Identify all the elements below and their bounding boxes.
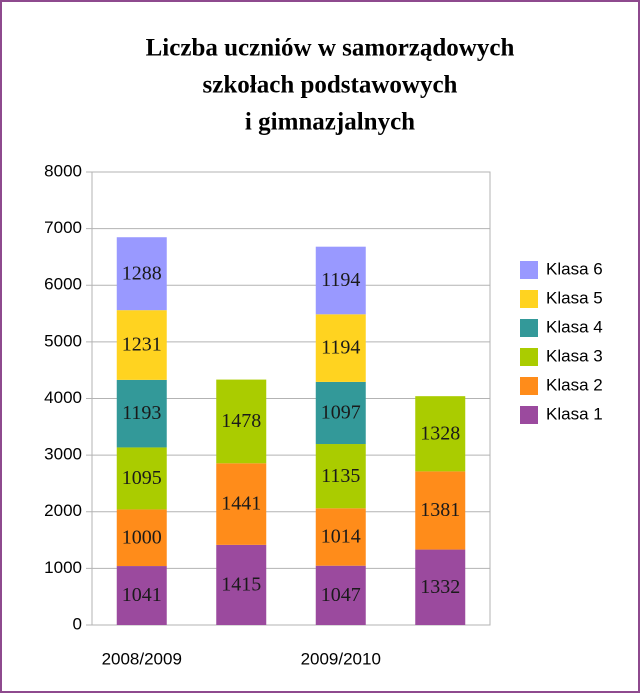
chart-title: i gimnazjalnych	[245, 109, 415, 136]
y-tick-label: 2000	[44, 501, 82, 520]
bar-segment	[216, 463, 267, 545]
legend-swatch	[520, 319, 538, 337]
value-label: 1014	[321, 526, 361, 548]
y-tick-label: 8000	[44, 161, 82, 180]
y-tick-label: 1000	[44, 558, 82, 577]
bar-segment	[415, 471, 466, 550]
value-label: 1095	[122, 467, 162, 489]
value-label: 1047	[321, 584, 361, 606]
bar-segment	[116, 566, 167, 625]
legend-swatch	[520, 348, 538, 366]
value-label: 1194	[321, 337, 360, 359]
value-label: 1288	[122, 262, 162, 284]
value-label: 1097	[321, 402, 361, 424]
y-tick-label: 5000	[44, 331, 82, 350]
value-label: 1441	[221, 493, 261, 515]
bar-segment	[216, 544, 267, 625]
legend-swatch	[520, 290, 538, 308]
value-label: 1041	[122, 584, 162, 606]
y-tick-label: 3000	[44, 445, 82, 464]
legend-label: Klasa 3	[546, 346, 603, 365]
bar-segment	[315, 508, 366, 566]
bar-segment	[216, 379, 267, 464]
chart-title: szkołach podstawowych	[203, 72, 458, 99]
value-label: 1000	[122, 526, 162, 548]
value-label: 1415	[221, 574, 261, 596]
value-label: 1328	[420, 422, 460, 444]
legend-swatch	[520, 377, 538, 395]
chart-title: Liczba uczniów w samorządowych	[146, 35, 515, 62]
value-label: 1381	[420, 499, 460, 521]
x-tick-label: 2009/2010	[301, 649, 381, 668]
bar-segment	[415, 396, 466, 472]
bar-segment	[315, 444, 366, 509]
legend-label: Klasa 5	[546, 288, 603, 307]
legend-label: Klasa 2	[546, 375, 603, 394]
bar-segment	[415, 549, 466, 625]
y-tick-label: 6000	[44, 275, 82, 294]
bar-segment	[116, 237, 167, 311]
value-label: 1135	[321, 465, 360, 487]
value-label: 1194	[321, 269, 360, 291]
value-label: 1332	[420, 576, 460, 598]
legend-swatch	[520, 406, 538, 424]
bar-segment	[315, 246, 366, 315]
bar-segment	[116, 509, 167, 567]
x-tick-label: 2008/2009	[102, 649, 182, 668]
legend-label: Klasa 4	[546, 317, 603, 336]
bar-segment	[116, 447, 167, 510]
value-label: 1193	[122, 402, 161, 424]
bar-segment	[116, 310, 167, 380]
bar-segment	[315, 565, 366, 625]
value-label: 1231	[122, 334, 162, 356]
legend-label: Klasa 1	[546, 404, 603, 423]
legend-label: Klasa 6	[546, 259, 603, 278]
value-label: 1478	[221, 410, 261, 432]
bar-segment	[315, 314, 366, 382]
bar-segment	[315, 381, 366, 445]
y-tick-label: 0	[73, 614, 82, 633]
y-tick-label: 4000	[44, 388, 82, 407]
y-tick-label: 7000	[44, 218, 82, 237]
legend-swatch	[520, 261, 538, 279]
bar-segment	[116, 379, 167, 448]
